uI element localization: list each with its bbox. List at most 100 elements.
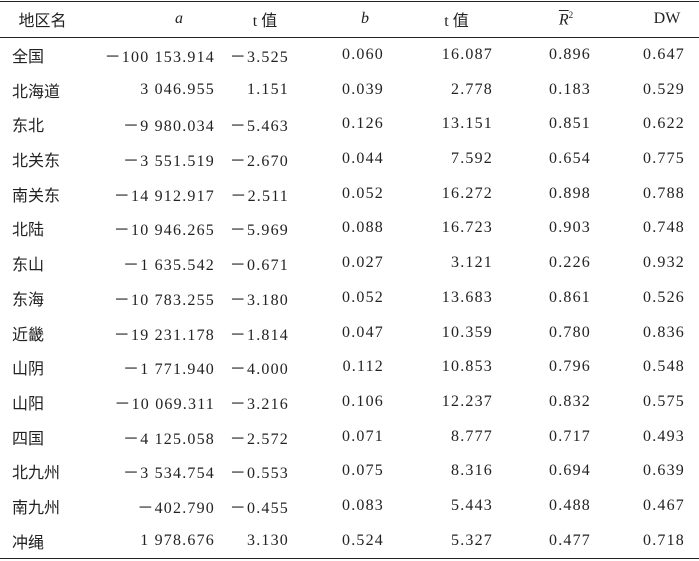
cell-value: 0.526: [643, 288, 685, 306]
cell-value: 0.775: [643, 150, 685, 168]
cell-value: －0.455: [229, 499, 289, 517]
cell-value: 0.052: [342, 288, 384, 306]
table-row: 北陆 －10 946.265 －5.969 0.088 16.723 0.903 0.748: [0, 211, 699, 246]
cell-value: 0.183: [549, 80, 591, 98]
region-name: 冲绳: [12, 534, 45, 552]
cell-value: －2.572: [229, 430, 289, 448]
cell-value: －10 069.311: [114, 395, 215, 413]
cell-value: 0.039: [342, 80, 384, 98]
cell-value: 0.748: [643, 219, 685, 237]
table-row: 南九州 －402.790 －0.455 0.083 5.443 0.488 0.467: [0, 489, 699, 524]
cell-value: 0.493: [643, 427, 685, 445]
header-superscript: 2: [568, 9, 574, 20]
region-name: 东山: [12, 257, 45, 275]
region-name: 四国: [12, 430, 45, 448]
cell-value: 3.130: [247, 531, 289, 549]
cell-value: 3 046.955: [140, 80, 215, 98]
cell-value: 0.060: [342, 46, 384, 64]
cell-value: 0.575: [643, 392, 685, 410]
cell-value: －5.463: [229, 118, 289, 136]
cell-value: 0.851: [549, 115, 591, 133]
cell-value: 0.639: [643, 462, 685, 480]
table-row: 四国 －4 125.058 －2.572 0.071 8.777 0.717 0.493: [0, 419, 699, 454]
column-header: a: [95, 1, 218, 38]
cell-value: 0.694: [549, 462, 591, 480]
cell-value: 0.622: [643, 115, 685, 133]
region-name: 南关东: [12, 187, 61, 205]
table-row: 北关东 －3 551.519 －2.670 0.044 7.592 0.654 0.775: [0, 142, 699, 177]
cell-value: 8.777: [451, 427, 493, 445]
cell-value: 0.788: [643, 184, 685, 202]
cell-value: 10.359: [441, 323, 493, 341]
cell-value: 0.126: [342, 115, 384, 133]
cell-value: －2.670: [229, 153, 289, 171]
cell-value: 0.832: [549, 392, 591, 410]
region-name: 全国: [12, 49, 45, 67]
cell-value: 0.477: [549, 531, 591, 549]
column-header: DW: [595, 1, 699, 38]
cell-value: 7.592: [451, 150, 493, 168]
cell-value: 0.903: [549, 219, 591, 237]
cell-value: 8.316: [451, 462, 493, 480]
cell-value: －3.525: [229, 49, 289, 67]
cell-value: 0.647: [643, 46, 685, 64]
cell-value: 0.861: [549, 288, 591, 306]
cell-value: 10.853: [441, 358, 493, 376]
cell-value: 0.896: [549, 46, 591, 64]
cell-value: 0.932: [643, 254, 685, 272]
cell-value: 0.467: [643, 496, 685, 514]
cell-value: 12.237: [441, 392, 493, 410]
cell-value: 0.529: [643, 80, 685, 98]
cell-value: －0.671: [229, 257, 289, 275]
cell-value: －14 912.917: [113, 187, 215, 205]
cell-value: 13.151: [441, 115, 493, 133]
column-header: t 值: [388, 1, 497, 38]
cell-value: 5.327: [451, 531, 493, 549]
cell-value: 0.088: [342, 219, 384, 237]
region-name: 近畿: [12, 326, 45, 344]
column-header: R2: [497, 1, 595, 38]
table-row: 全国 －100 153.914 －3.525 0.060 16.087 0.896 0.64…: [0, 37, 699, 72]
cell-value: 16.087: [441, 46, 493, 64]
cell-value: －3.180: [229, 291, 289, 309]
cell-value: －5.969: [229, 222, 289, 240]
region-name: 东北: [12, 118, 45, 136]
cell-value: －19 231.178: [113, 326, 215, 344]
table-row: 东海 －10 783.255 －3.180 0.052 13.683 0.861 0.526: [0, 281, 699, 316]
cell-value: 1.151: [247, 80, 289, 98]
cell-value: 0.524: [342, 531, 384, 549]
cell-value: －1 635.542: [123, 257, 215, 275]
cell-value: －0.553: [229, 465, 289, 483]
cell-value: 0.898: [549, 184, 591, 202]
cell-value: 0.052: [342, 184, 384, 202]
cell-value: 0.717: [549, 427, 591, 445]
cell-value: 0.548: [643, 358, 685, 376]
cell-value: －1.814: [229, 326, 289, 344]
cell-value: 0.027: [342, 254, 384, 272]
cell-value: －2.511: [230, 187, 289, 205]
cell-value: 0.836: [643, 323, 685, 341]
cell-value: 0.780: [549, 323, 591, 341]
cell-value: 2.778: [451, 80, 493, 98]
cell-value: －10 783.255: [113, 291, 215, 309]
cell-value: 0.112: [342, 358, 384, 376]
table-row: 近畿 －19 231.178 －1.814 0.047 10.359 0.780 0.836: [0, 315, 699, 350]
column-header: 地区名: [0, 1, 95, 38]
table-body: 全国 －100 153.914 －3.525 0.060 16.087 0.896 0.64…: [0, 37, 699, 558]
cell-value: 0.071: [342, 427, 384, 445]
cell-value: －4 125.058: [123, 430, 215, 448]
region-name: 东海: [12, 291, 45, 309]
region-name: 山阳: [12, 395, 45, 413]
cell-value: 0.226: [549, 254, 591, 272]
cell-value: 5.443: [451, 496, 493, 514]
cell-value: 0.106: [342, 392, 384, 410]
table-row: 山阴 －1 771.940 －4.000 0.112 10.853 0.796 0.548: [0, 350, 699, 385]
header-symbol: R: [558, 11, 569, 28]
cell-value: －402.790: [137, 499, 215, 517]
cell-value: 3.121: [451, 254, 493, 272]
table-row: 冲绳 1 978.676 3.130 0.524 5.327 0.477 0.718: [0, 523, 699, 558]
cell-value: 0.718: [643, 531, 685, 549]
